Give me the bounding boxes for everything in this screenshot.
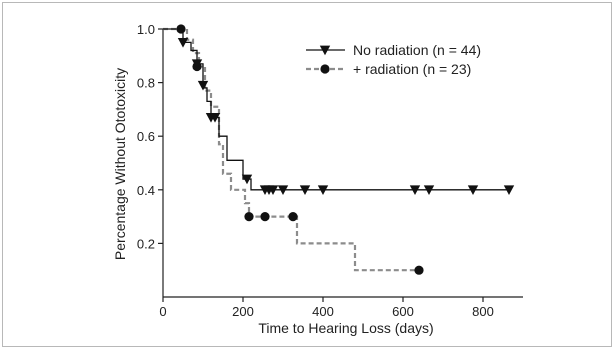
legend-marker <box>319 45 331 56</box>
series-line <box>163 27 419 272</box>
data-point <box>191 59 203 70</box>
data-point <box>177 37 189 48</box>
y-ticks: 0.2 0.4 0.6 0.8 1.0 <box>137 22 163 251</box>
y-tick-label: 0.8 <box>137 76 155 91</box>
y-tick-label: 0.4 <box>137 183 155 198</box>
x-tick-label: 200 <box>232 304 254 319</box>
data-point <box>197 80 209 91</box>
series-layer <box>163 24 515 275</box>
data-point <box>260 212 270 222</box>
x-tick-label: 600 <box>392 304 414 319</box>
x-axis-label: Time to Hearing Loss (days) <box>258 320 433 336</box>
legend-label: + radiation (n = 23) <box>353 61 471 77</box>
data-point <box>209 113 221 123</box>
series-no-radiation <box>163 28 515 195</box>
data-point <box>277 185 289 195</box>
data-point <box>503 185 515 195</box>
data-point <box>409 185 421 195</box>
legend: No radiation (n = 44) + radiation (n = 23… <box>306 42 481 77</box>
x-tick-label: 0 <box>159 304 166 319</box>
legend-marker <box>320 64 330 74</box>
x-tick-label: 400 <box>312 304 334 319</box>
data-point <box>288 212 298 222</box>
data-point <box>423 185 435 195</box>
y-tick-label: 1.0 <box>137 22 155 37</box>
km-chart: 0.2 0.4 0.6 0.8 1.0 0 200 400 600 800 No radiati… <box>112 22 523 336</box>
y-tick-label: 0.6 <box>137 129 155 144</box>
data-point <box>241 174 253 185</box>
axes <box>162 29 523 298</box>
y-tick-label: 0.2 <box>137 236 155 251</box>
x-ticks: 0 200 400 600 800 <box>159 297 494 319</box>
data-point <box>414 265 424 275</box>
data-point <box>317 185 329 195</box>
series-line <box>163 28 511 191</box>
x-tick-label: 800 <box>472 304 494 319</box>
data-point <box>467 185 479 195</box>
data-point <box>299 185 311 195</box>
y-axis-label: Percentage Without Ototoxicity <box>112 68 128 260</box>
data-point <box>267 185 279 195</box>
data-point <box>244 212 254 222</box>
legend-label: No radiation (n = 44) <box>353 42 481 58</box>
